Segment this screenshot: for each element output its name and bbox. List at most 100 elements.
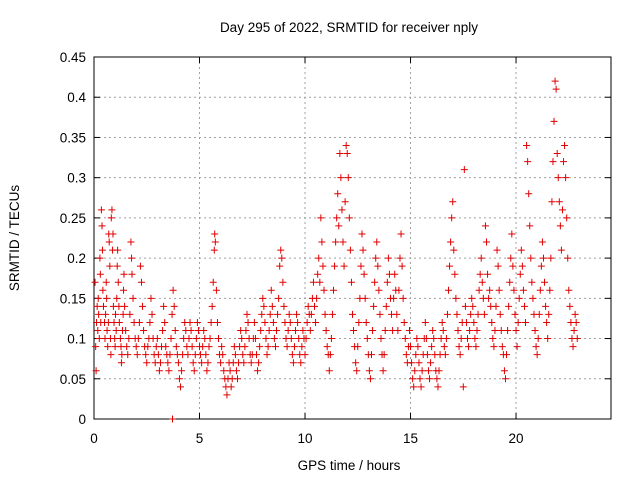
data-point [115,318,123,326]
data-point [558,206,566,214]
data-point [531,327,539,335]
data-point [501,375,509,383]
data-point [384,254,392,262]
data-point [353,367,361,375]
data-point [213,318,221,326]
data-point [177,383,185,391]
data-point [350,327,358,335]
data-point [261,318,269,326]
data-point [290,343,298,351]
data-point [469,302,477,310]
data-point [120,270,128,278]
data-point [144,343,152,351]
data-point [401,335,409,343]
data-point [430,335,438,343]
data-point [366,375,374,383]
data-point [113,262,121,270]
data-point [495,286,503,294]
data-point [255,359,263,367]
data-point [459,383,467,391]
data-point [371,278,379,286]
y-tick-label: 0.2 [67,251,86,266]
data-point [96,270,104,278]
y-tick-label: 0.45 [60,50,86,65]
data-point [159,327,167,335]
data-point [484,270,492,278]
data-point [167,335,175,343]
data-point [156,359,164,367]
data-point [336,150,344,158]
data-point [223,391,231,399]
data-point [346,246,354,254]
data-point [464,335,472,343]
data-point [460,166,468,174]
data-point [217,359,225,367]
data-point [267,286,275,294]
x-tick-label: 15 [403,431,418,446]
data-point [129,294,137,302]
data-point [381,327,389,335]
data-point [169,286,177,294]
data-point [199,343,207,351]
data-point [413,335,421,343]
data-point [516,270,524,278]
data-point [207,318,215,326]
data-point [524,158,532,166]
data-point [309,278,317,286]
data-point [200,327,208,335]
data-point [271,343,279,351]
data-point [486,286,494,294]
data-point [374,262,382,270]
data-point [168,310,176,318]
data-point [164,359,172,367]
data-point [510,286,518,294]
data-point [536,286,544,294]
data-point [357,262,365,270]
data-point [352,359,360,367]
data-point [162,343,170,351]
x-tick-label: 10 [298,431,313,446]
data-point [161,318,169,326]
data-point [372,254,380,262]
data-point [198,359,206,367]
data-point [451,270,459,278]
data-point [256,343,264,351]
data-point [203,367,211,375]
data-point [135,318,143,326]
data-point [347,278,355,286]
data-point [332,238,340,246]
data-point [231,351,239,359]
data-point [187,327,195,335]
data-point [416,375,424,383]
data-point [421,318,429,326]
data-point [561,141,569,149]
data-point [94,294,102,302]
data-point [121,302,129,310]
data-point [211,238,219,246]
data-point [107,351,115,359]
data-point [551,77,559,85]
data-point [148,310,156,318]
data-point [402,351,410,359]
data-point [379,367,387,375]
data-point [318,238,326,246]
data-point [170,302,178,310]
data-point [383,278,391,286]
data-point [363,335,371,343]
data-point [391,270,399,278]
data-point [189,359,197,367]
data-point [566,302,574,310]
data-point [342,141,350,149]
data-point [553,150,561,158]
data-point [331,262,339,270]
data-point [478,278,486,286]
data-point [299,327,307,335]
data-point [263,351,271,359]
data-point [424,367,432,375]
data-point [497,327,505,335]
data-point [219,351,227,359]
data-point [442,335,450,343]
data-point [328,310,336,318]
data-point [362,318,370,326]
data-point [325,367,333,375]
